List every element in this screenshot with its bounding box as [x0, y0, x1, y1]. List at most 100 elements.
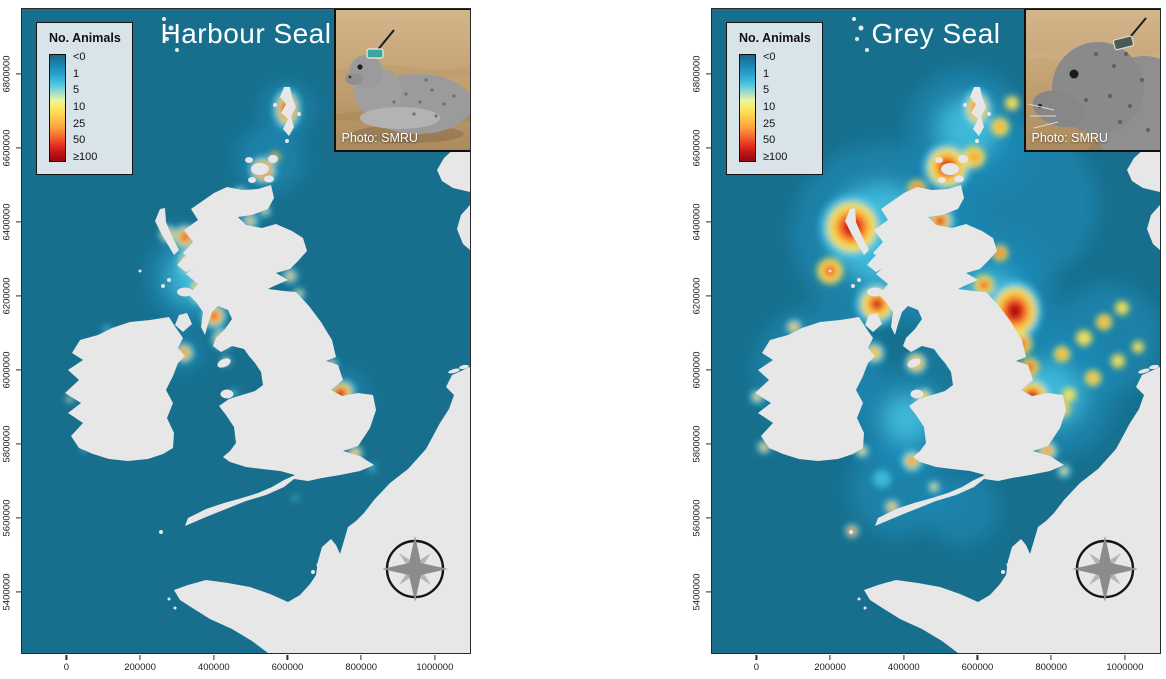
- x-tick-mark: [213, 655, 215, 660]
- seal-photo-illustration: [335, 9, 470, 150]
- legend-label: 25: [763, 117, 776, 130]
- seal-photo-illustration: [1025, 9, 1160, 150]
- y-tick-mark: [16, 443, 21, 445]
- x-tick-mark: [1050, 655, 1052, 660]
- density-blob-dogger-a2: [1076, 330, 1092, 346]
- density-blob-pentland-east: [968, 151, 980, 163]
- y-tick-mark: [706, 517, 711, 519]
- y-tick-label: 6600000: [1, 129, 13, 167]
- photo-caption: Photo: SMRU: [1031, 130, 1108, 145]
- density-blob-channel-west: [926, 473, 998, 545]
- legend-color-scale: [739, 54, 756, 162]
- y-tick-label: 6200000: [1, 277, 13, 315]
- x-tick-label: 1000000: [1106, 662, 1144, 673]
- density-blob-south-hebrides: [873, 300, 881, 308]
- legend-label: 50: [73, 134, 86, 147]
- x-tick-mark: [434, 655, 436, 660]
- density-blob-celtic-deep: [873, 470, 891, 488]
- density-blob-thames-estuary: [1044, 448, 1050, 454]
- y-tick-mark: [16, 591, 21, 593]
- x-tick-label: 400000: [197, 662, 230, 673]
- y-tick-label: 6800000: [1, 55, 13, 93]
- y-tick-mark: [706, 591, 711, 593]
- y-axis: 6800000 6600000 6400000 6200000 6000000 58000…: [0, 8, 21, 655]
- density-blob-dogger-a4: [1115, 301, 1129, 315]
- x-tick-mark: [139, 655, 141, 660]
- x-tick-label: 1000000: [416, 662, 454, 673]
- x-tick-label: 400000: [887, 662, 920, 673]
- y-tick-label: 5600000: [1, 499, 13, 537]
- y-tick-label: 5800000: [1, 425, 13, 463]
- legend-label: 5: [73, 84, 80, 97]
- y-tick-mark: [706, 369, 711, 371]
- y-tick-mark: [16, 517, 21, 519]
- map-plot-harbour-seal: Harbour Seal No. Animals <0 1 5 10 25 50 ≥100: [21, 8, 471, 654]
- x-tick-label: 800000: [1035, 662, 1068, 673]
- x-tick-mark: [65, 655, 67, 660]
- legend-label: <0: [73, 51, 86, 63]
- legend-label: <0: [763, 51, 776, 63]
- density-blob-blasket-islands: [762, 445, 766, 449]
- x-tick-label: 0: [63, 662, 70, 673]
- density-blob-north-cornwall: [889, 504, 895, 510]
- legend-label: 5: [763, 84, 770, 97]
- density-blob-dogger-b2: [1089, 374, 1097, 382]
- y-tick-label: 5400000: [1, 573, 13, 611]
- compass-rose: [1070, 534, 1140, 604]
- y-tick-mark: [706, 443, 711, 445]
- legend-label: ≥100: [73, 150, 98, 163]
- density-blob-moray-firth: [937, 218, 943, 224]
- density-blob-firth-of-tay: [287, 273, 293, 279]
- x-tick-mark: [976, 655, 979, 660]
- x-tick-label: 200000: [814, 662, 846, 673]
- legend-color-scale: [49, 54, 66, 162]
- y-tick-label: 6000000: [691, 351, 703, 389]
- legend-box: No. Animals <0 1 5 10 25 50 ≥100: [36, 22, 133, 175]
- density-blob-moray-firth: [247, 218, 253, 224]
- y-tick-mark: [16, 73, 21, 75]
- legend-label: 1: [763, 67, 770, 80]
- legend-labels: <0 1 5 10 25 50 ≥100: [73, 51, 97, 163]
- density-blob-tay-forth: [980, 281, 988, 289]
- map-title: Grey Seal: [871, 18, 1001, 49]
- legend-label: 10: [763, 100, 776, 113]
- y-tick-mark: [706, 221, 711, 223]
- density-blob-shetland-ne-plume: [995, 122, 1005, 132]
- y-tick-label: 6200000: [691, 277, 703, 315]
- density-blob-fair-isle-plume: [1005, 96, 1019, 110]
- y-tick-mark: [16, 221, 21, 223]
- density-blob-nw-scotland-coast: [181, 233, 189, 241]
- x-tick-label: 200000: [124, 662, 156, 673]
- density-blob-dogger-b1: [1062, 388, 1076, 402]
- density-blob-donegal: [791, 324, 797, 330]
- density-blob-aberdeen-coast: [997, 250, 1003, 256]
- y-tick-mark: [16, 369, 21, 371]
- x-axis: 0 200000 400000 600000 800000 1000000: [23, 655, 471, 679]
- x-tick-mark: [829, 655, 831, 660]
- y-tick-label: 5800000: [691, 425, 703, 463]
- y-tick-label: 6400000: [691, 203, 703, 241]
- map-panel-harbour-seal: 6800000 6600000 6400000 6200000 6000000 58000…: [0, 8, 471, 679]
- density-blob-west-ireland: [68, 397, 72, 401]
- legend-label: 10: [73, 100, 86, 113]
- legend-title: No. Animals: [49, 31, 121, 45]
- density-blob-lundy: [930, 483, 938, 491]
- y-tick-mark: [16, 295, 21, 297]
- x-tick-label: 800000: [345, 662, 378, 673]
- y-axis: 6800000 6600000 6400000 6200000 6000000 58000…: [690, 8, 711, 655]
- map-panel-grey-seal: 6800000 6600000 6400000 6200000 6000000 58000…: [690, 8, 1161, 679]
- density-blob-dover-strait: [1060, 467, 1068, 475]
- density-blob-dogger-b4: [1132, 341, 1144, 353]
- x-tick-mark: [1124, 655, 1126, 660]
- y-tick-mark: [706, 147, 711, 149]
- y-tick-label: 6600000: [691, 129, 703, 167]
- x-tick-mark: [903, 655, 905, 660]
- compass-rose: [380, 534, 450, 604]
- y-tick-label: 6000000: [1, 351, 13, 389]
- legend-label: 25: [73, 117, 86, 130]
- y-tick-mark: [706, 73, 711, 75]
- map-canvas-harbour-seal: [22, 9, 470, 653]
- density-blob-plymouth-sound: [292, 495, 298, 501]
- x-tick-mark: [360, 655, 362, 660]
- x-tick-mark: [755, 655, 757, 660]
